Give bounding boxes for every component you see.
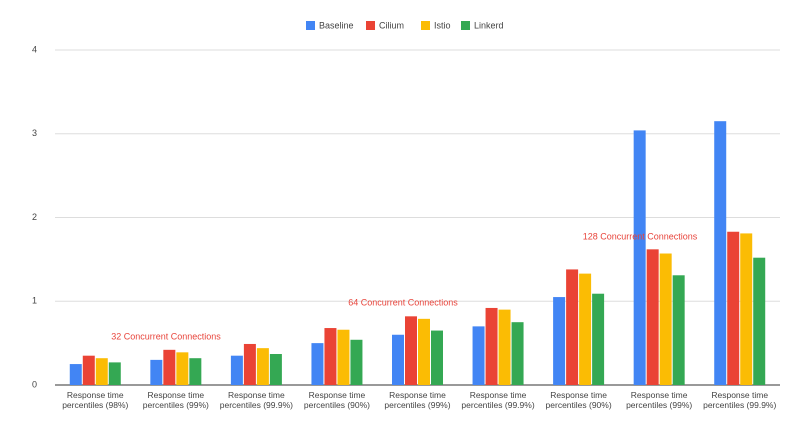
bar [418, 318, 430, 385]
x-tick-label: Response time percentiles (99%) [384, 390, 451, 410]
bar [243, 343, 256, 385]
bar [337, 329, 350, 385]
y-tick-label: 0 [32, 379, 37, 389]
bar [727, 231, 740, 385]
bar [472, 326, 485, 385]
x-tick-label: Response time percentiles (99.9%) [461, 390, 535, 410]
bar [269, 354, 282, 385]
bar [95, 358, 108, 385]
bar [230, 355, 243, 385]
bar [659, 253, 672, 385]
bar [566, 269, 579, 385]
bar [485, 307, 498, 385]
legend-label: Baseline [319, 20, 354, 30]
legend-label: Linkerd [474, 20, 504, 30]
bar [69, 364, 82, 385]
bar [753, 257, 766, 385]
bar [579, 273, 592, 385]
bar [392, 334, 404, 385]
x-tick-label: Response time percentiles (98%) [62, 390, 129, 410]
annotation: 64 Concurrent Connections [348, 297, 458, 307]
x-tick-label: Response time percentiles (90%) [545, 390, 612, 410]
bar [511, 322, 524, 385]
bar [498, 309, 511, 385]
annotation: 128 Concurrent Connections [583, 231, 698, 241]
bar [163, 349, 176, 385]
y-tick-label: 3 [32, 128, 37, 138]
bar [176, 352, 189, 385]
x-tick-label: Response time percentiles (99.9%) [219, 390, 293, 410]
bar [82, 355, 95, 385]
bar [633, 130, 646, 385]
y-tick-label: 4 [32, 44, 37, 54]
bar [714, 121, 727, 385]
legend-swatch [306, 21, 315, 30]
x-tick-label: Response time percentiles (90%) [303, 390, 370, 410]
annotation: 32 Concurrent Connections [111, 331, 221, 341]
bar [646, 249, 659, 385]
bar [350, 339, 363, 385]
x-tick-label: Response time percentiles (99.9%) [703, 390, 777, 410]
bar [405, 316, 417, 385]
bar [311, 343, 324, 385]
bar [740, 233, 753, 385]
bar [324, 328, 337, 385]
legend-label: Cilium [379, 20, 404, 30]
y-tick-label: 1 [32, 296, 37, 306]
bar [672, 275, 685, 385]
bar [108, 362, 121, 385]
legend-swatch [366, 21, 375, 30]
bar [431, 330, 443, 385]
bar [256, 348, 269, 385]
x-tick-label: Response time percentiles (99%) [626, 390, 693, 410]
bar [592, 293, 605, 385]
bar [150, 359, 163, 385]
legend-swatch [421, 21, 430, 30]
bar [189, 358, 202, 385]
bar [553, 297, 566, 385]
x-tick-label: Response time percentiles (99%) [142, 390, 209, 410]
y-tick-label: 2 [32, 212, 37, 222]
legend-label: Istio [434, 20, 451, 30]
legend-swatch [461, 21, 470, 30]
